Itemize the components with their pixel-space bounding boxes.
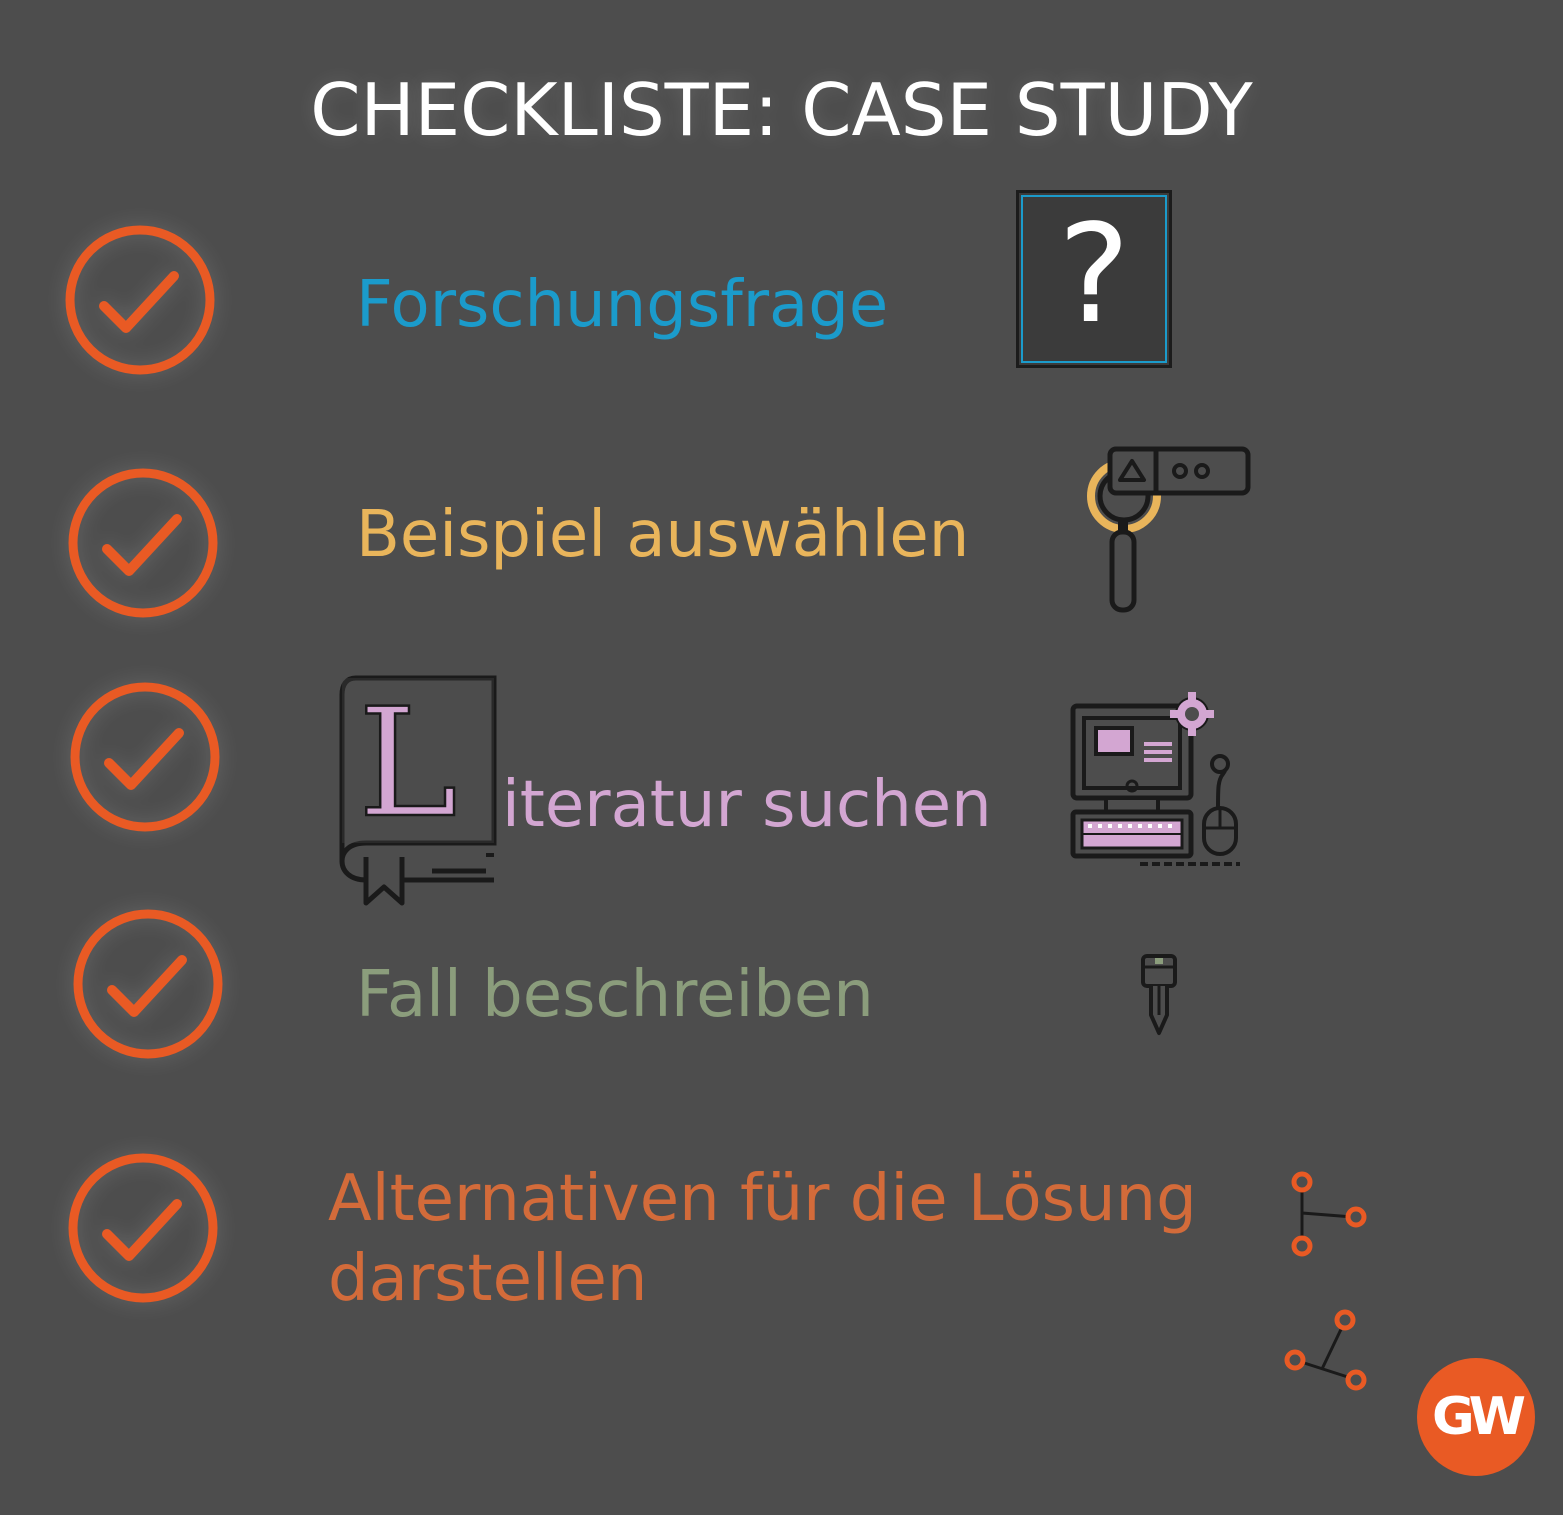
item-label-beispiel: Beispiel auswählen xyxy=(356,498,970,572)
item-label-alternativen-line1: Alternativen für die Lösung xyxy=(328,1162,1197,1236)
checkmark-icon xyxy=(70,682,220,832)
page-title: CHECKLISTE: CASE STUDY xyxy=(310,68,1253,152)
checkmark-icon xyxy=(68,468,218,618)
item-label-literatur: iteratur suchen xyxy=(502,768,992,842)
branch-icon xyxy=(1284,1171,1367,1391)
pen-icon xyxy=(1141,954,1177,1035)
gw-logo: GW xyxy=(1417,1358,1535,1476)
checkmark-icon xyxy=(73,909,223,1059)
item-label-alternativen-line2: darstellen xyxy=(328,1242,648,1316)
question-mark-icon: ? xyxy=(1016,190,1172,368)
checkmark-icon xyxy=(65,225,215,375)
initial-letter: L xyxy=(358,677,458,851)
item-label-fall: Fall beschreiben xyxy=(356,958,874,1032)
checkmark-icon xyxy=(68,1153,218,1303)
magnifier-icon xyxy=(1087,446,1251,613)
book-icon: L xyxy=(339,675,497,906)
computer-icon xyxy=(1070,692,1240,866)
item-label-forschungsfrage: Forschungsfrage xyxy=(356,268,889,342)
